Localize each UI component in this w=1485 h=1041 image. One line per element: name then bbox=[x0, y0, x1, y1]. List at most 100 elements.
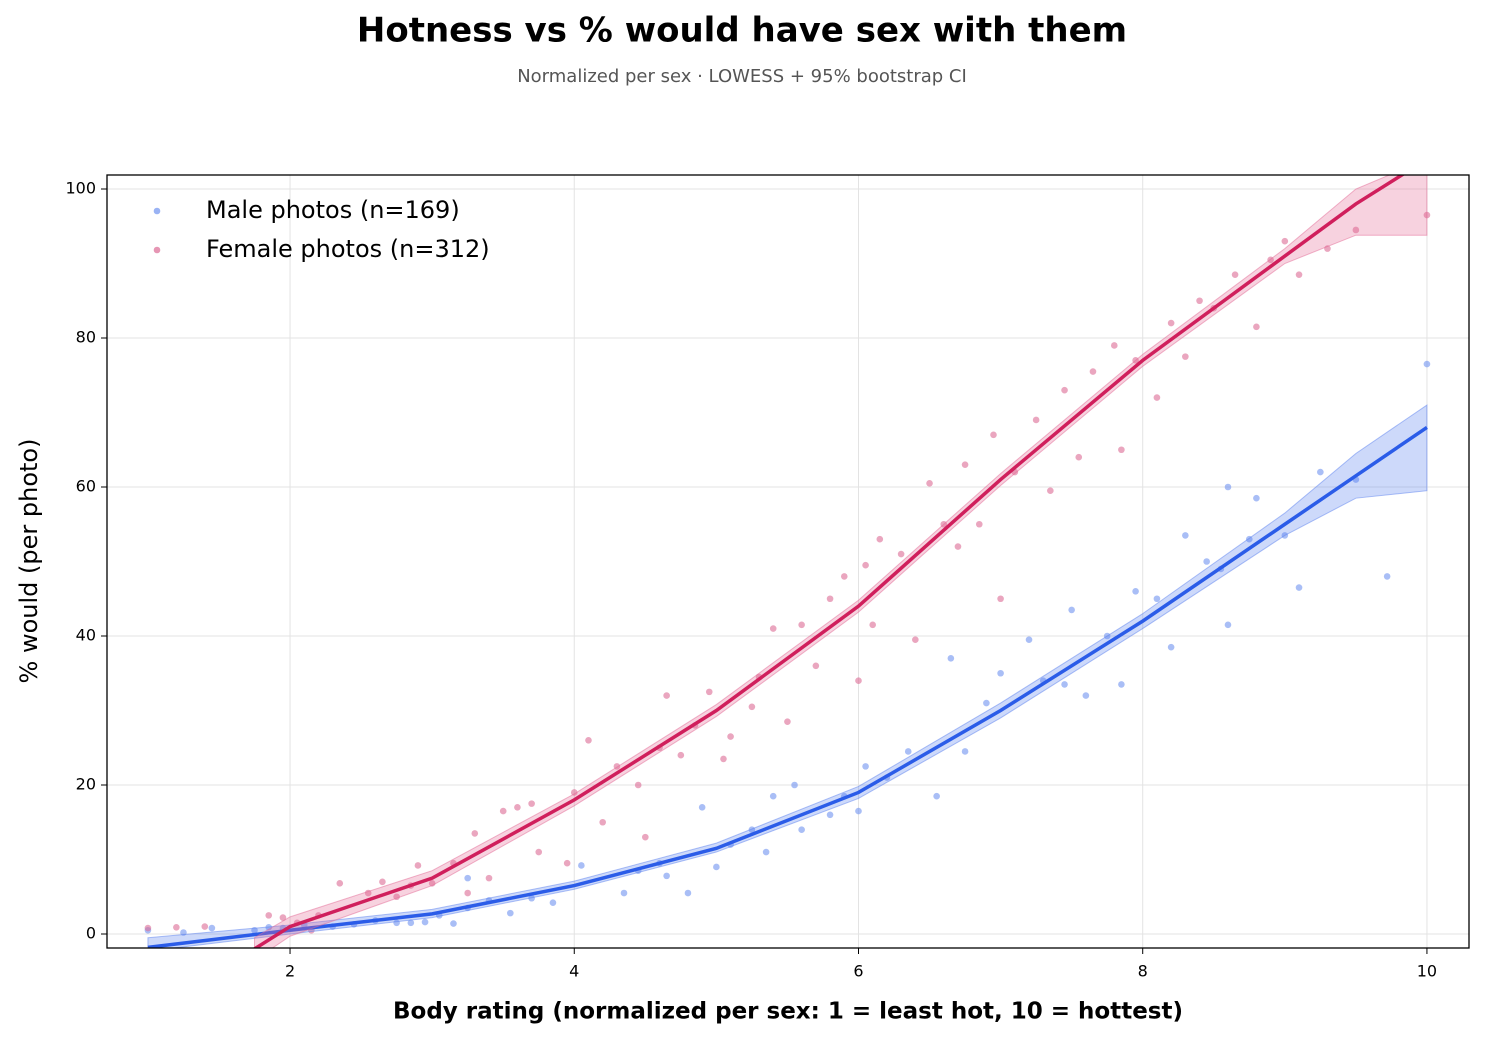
data-point bbox=[784, 718, 791, 725]
data-point bbox=[862, 561, 869, 569]
data-point bbox=[1317, 468, 1324, 476]
data-point bbox=[1352, 226, 1360, 234]
data-point bbox=[748, 703, 756, 711]
data-point bbox=[855, 807, 862, 815]
data-point bbox=[727, 733, 734, 740]
data-point bbox=[265, 912, 273, 919]
data-point bbox=[947, 655, 955, 662]
data-point bbox=[713, 863, 720, 871]
data-point bbox=[464, 889, 471, 897]
legend-marker bbox=[153, 246, 161, 254]
x-axis-label: Body rating (normalized per sex: 1 = lea… bbox=[393, 999, 1183, 1025]
data-point bbox=[1182, 532, 1189, 539]
data-point bbox=[1231, 271, 1239, 278]
data-point bbox=[720, 755, 727, 763]
data-point bbox=[663, 872, 670, 880]
data-point bbox=[997, 595, 1004, 603]
data-point bbox=[173, 923, 180, 931]
data-point bbox=[1132, 587, 1139, 595]
data-point bbox=[1253, 323, 1260, 331]
data-point bbox=[812, 662, 820, 670]
data-point bbox=[578, 862, 585, 869]
data-point bbox=[450, 920, 457, 927]
data-point bbox=[208, 924, 216, 932]
data-point bbox=[798, 621, 805, 629]
data-point bbox=[1047, 487, 1054, 495]
y-tick-label: 80 bbox=[76, 328, 96, 347]
data-point bbox=[634, 781, 642, 789]
data-point bbox=[144, 924, 152, 932]
data-point bbox=[826, 811, 834, 819]
data-point bbox=[1061, 681, 1068, 688]
data-point bbox=[762, 848, 770, 856]
legend-label: Male photos (n=169) bbox=[206, 196, 460, 224]
data-point bbox=[201, 923, 209, 930]
y-tick-label: 60 bbox=[76, 477, 96, 496]
data-point bbox=[1153, 394, 1161, 401]
data-point bbox=[791, 781, 798, 789]
x-tick-label: 2 bbox=[285, 962, 295, 981]
data-point bbox=[663, 692, 670, 699]
data-point bbox=[1295, 584, 1303, 591]
data-point bbox=[563, 859, 571, 867]
data-point bbox=[642, 833, 649, 841]
data-point bbox=[862, 763, 869, 770]
data-point bbox=[1061, 386, 1068, 394]
x-tick-label: 6 bbox=[853, 962, 863, 981]
x-tick-label: 8 bbox=[1138, 962, 1148, 981]
data-point bbox=[599, 818, 606, 826]
data-point bbox=[912, 636, 919, 644]
data-point bbox=[1224, 483, 1232, 491]
data-point bbox=[620, 889, 628, 897]
data-point bbox=[570, 789, 578, 796]
data-point bbox=[507, 909, 514, 917]
data-point bbox=[1153, 595, 1161, 603]
data-point bbox=[1025, 636, 1033, 644]
lowess-line bbox=[147, 425, 1428, 948]
data-point bbox=[1089, 368, 1097, 375]
legend: Male photos (n=169) Female photos (n=312) bbox=[153, 196, 490, 263]
data-point bbox=[1224, 621, 1232, 629]
data-point bbox=[1423, 360, 1431, 368]
chart-title: Hotness vs % would have sex with them bbox=[357, 11, 1127, 51]
data-point bbox=[1167, 319, 1175, 327]
data-point bbox=[975, 520, 983, 528]
y-tick-label: 40 bbox=[76, 625, 96, 644]
grid bbox=[107, 175, 1469, 948]
data-point bbox=[926, 479, 933, 487]
data-point bbox=[933, 792, 940, 800]
data-point bbox=[904, 748, 912, 755]
data-point bbox=[983, 699, 990, 707]
data-point bbox=[1167, 643, 1175, 651]
y-tick-label: 100 bbox=[65, 179, 96, 198]
data-point bbox=[514, 804, 521, 811]
data-point bbox=[1295, 271, 1303, 278]
data-point bbox=[1281, 237, 1289, 245]
data-point bbox=[990, 431, 997, 439]
data-point bbox=[279, 914, 287, 921]
data-point bbox=[954, 543, 962, 550]
y-axis-label: % would (per photo) bbox=[15, 439, 43, 684]
confidence-band bbox=[147, 404, 1428, 948]
data-point bbox=[961, 461, 969, 468]
data-point bbox=[1082, 692, 1090, 699]
x-tick-label: 10 bbox=[1417, 962, 1437, 981]
data-point bbox=[1203, 558, 1210, 565]
data-point bbox=[528, 800, 535, 807]
data-point bbox=[1068, 606, 1075, 614]
data-point bbox=[1118, 681, 1125, 688]
data-point bbox=[585, 736, 592, 744]
data-point bbox=[1075, 453, 1083, 461]
data-point bbox=[684, 889, 692, 897]
data-point bbox=[961, 748, 969, 755]
data-point bbox=[499, 807, 507, 815]
data-point bbox=[1032, 416, 1040, 424]
data-point bbox=[464, 874, 471, 882]
lowess-line bbox=[253, 175, 1406, 948]
y-tick-label: 20 bbox=[76, 774, 96, 793]
data-point bbox=[1118, 446, 1125, 454]
data-point bbox=[1383, 573, 1391, 580]
data-point bbox=[826, 595, 834, 603]
data-point bbox=[1182, 353, 1189, 360]
